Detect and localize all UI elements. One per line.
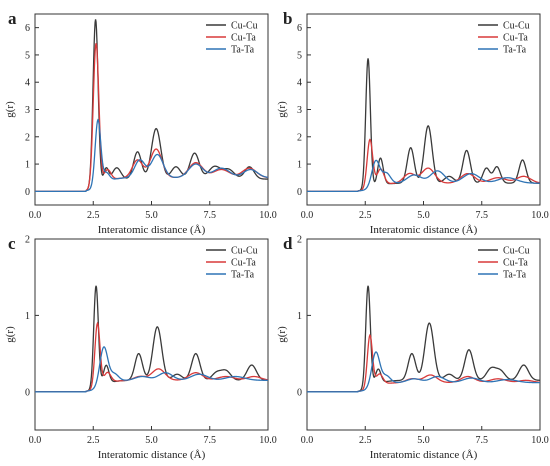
y-tick-label: 4: [297, 78, 302, 89]
x-tick-label: 5.0: [145, 210, 158, 221]
panel-label: c: [8, 234, 16, 253]
y-tick-label: 2: [25, 132, 30, 143]
panel-d: d 0.0 2.5 5.0 7.5 10.0 0 1 2 Interatomic distance…: [276, 234, 549, 461]
legend-entry: Cu-Cu: [231, 21, 258, 32]
x-axis-label: Interatomic distance (Å): [98, 449, 206, 461]
y-tick-label: 1: [25, 160, 30, 171]
y-axis-label: g(r): [276, 101, 288, 118]
x-tick-label: 7.5: [476, 210, 489, 221]
series-line-cu-cu: [35, 285, 269, 393]
y-tick-label: 3: [297, 105, 302, 116]
y-tick-label: 6: [297, 23, 302, 34]
legend-entry: Cu-Cu: [231, 246, 258, 257]
y-tick-label: 5: [297, 50, 302, 61]
x-tick-label: 2.5: [359, 435, 372, 446]
legend-entry: Ta-Ta: [503, 270, 527, 281]
panel-label: d: [283, 234, 293, 253]
panel-a: a 0.0 2.5 5.0 7.5 10.0 0 1 2 3 4 5 6 Interatomic dist…: [4, 9, 277, 236]
y-tick-label: 0: [25, 187, 30, 198]
y-axis-label: g(r): [276, 326, 288, 343]
y-tick-label: 4: [25, 78, 30, 89]
x-tick-label: 10.0: [259, 210, 277, 221]
x-tick-label: 2.5: [87, 210, 100, 221]
x-tick-label: 0.0: [29, 435, 42, 446]
panel-label: b: [283, 9, 292, 28]
y-tick-label: 1: [297, 160, 302, 171]
x-axis-label: Interatomic distance (Å): [98, 224, 206, 236]
x-tick-label: 10.0: [531, 210, 549, 221]
legend-entry: Cu-Ta: [231, 33, 256, 44]
y-tick-label: 1: [297, 311, 302, 322]
legend-entry: Cu-Cu: [503, 21, 530, 32]
series-line-ta-ta: [35, 346, 268, 393]
x-tick-label: 7.5: [204, 210, 217, 221]
y-tick-label: 2: [25, 235, 30, 246]
x-axis-label: Interatomic distance (Å): [370, 449, 478, 461]
legend-entry: Ta-Ta: [231, 270, 255, 281]
y-tick-label: 0: [297, 187, 302, 198]
y-tick-label: 0: [297, 387, 302, 398]
y-axis-label: g(r): [4, 101, 16, 118]
y-tick-label: 0: [25, 387, 30, 398]
y-tick-label: 2: [297, 235, 302, 246]
y-tick-label: 5: [25, 50, 30, 61]
x-tick-label: 5.0: [417, 435, 430, 446]
panel-label: a: [8, 9, 17, 28]
x-tick-label: 0.0: [301, 435, 314, 446]
x-tick-label: 7.5: [476, 435, 489, 446]
x-tick-label: 5.0: [145, 435, 158, 446]
panel-c: c 0.0 2.5 5.0 7.5 10.0 0 1 2 Interatomic distance…: [4, 234, 277, 461]
y-axis-label: g(r): [4, 326, 16, 343]
legend-entry: Cu-Ta: [231, 258, 256, 269]
series-line-ta-ta: [307, 159, 540, 193]
x-tick-label: 2.5: [359, 210, 372, 221]
series-line-cu-ta: [307, 138, 541, 193]
series-line-ta-ta: [35, 118, 269, 193]
legend-entry: Ta-Ta: [231, 45, 255, 56]
series-line-cu-ta: [307, 333, 541, 393]
x-tick-label: 0.0: [301, 210, 314, 221]
x-tick-label: 10.0: [531, 435, 549, 446]
y-tick-label: 1: [25, 311, 30, 322]
legend-entry: Cu-Ta: [503, 33, 528, 44]
x-tick-label: 0.0: [29, 210, 42, 221]
series-line-cu-ta: [35, 43, 269, 193]
x-tick-label: 5.0: [417, 210, 430, 221]
x-axis-label: Interatomic distance (Å): [370, 224, 478, 236]
y-tick-label: 2: [297, 132, 302, 143]
legend-entry: Ta-Ta: [503, 45, 527, 56]
series-line-ta-ta: [307, 351, 541, 393]
series-line-cu-cu: [307, 285, 541, 393]
x-tick-label: 2.5: [87, 435, 100, 446]
legend-entry: Cu-Ta: [503, 258, 528, 269]
x-tick-label: 10.0: [259, 435, 277, 446]
x-tick-label: 7.5: [204, 435, 217, 446]
y-tick-label: 6: [25, 23, 30, 34]
panel-b: b 0.0 2.5 5.0 7.5 10.0 0 1 2 3 4 5 6 Interatomic dist…: [276, 9, 549, 236]
legend-entry: Cu-Cu: [503, 246, 530, 257]
y-tick-label: 3: [25, 105, 30, 116]
